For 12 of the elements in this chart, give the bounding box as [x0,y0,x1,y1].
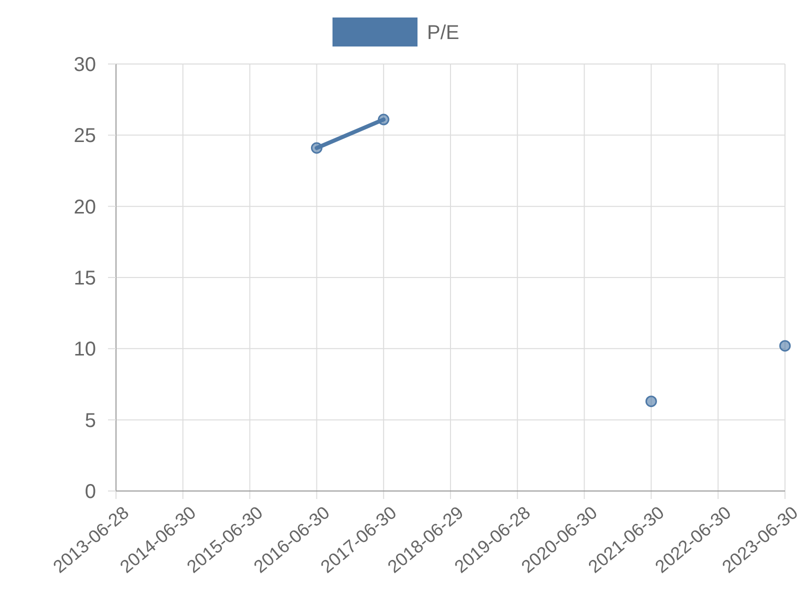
y-tick-label: 10 [74,338,96,361]
y-tick-label: 30 [74,54,96,76]
y-tick-label: 25 [74,125,96,148]
legend-label: P/E [427,22,460,44]
point [645,396,657,408]
y-tick-label: 20 [74,196,96,218]
y-tick-label: 0 [84,481,96,503]
y-tick-label: 5 [84,410,96,432]
point [310,142,322,154]
point [779,340,791,352]
y-tick-label: 15 [74,268,96,290]
point [378,114,390,126]
